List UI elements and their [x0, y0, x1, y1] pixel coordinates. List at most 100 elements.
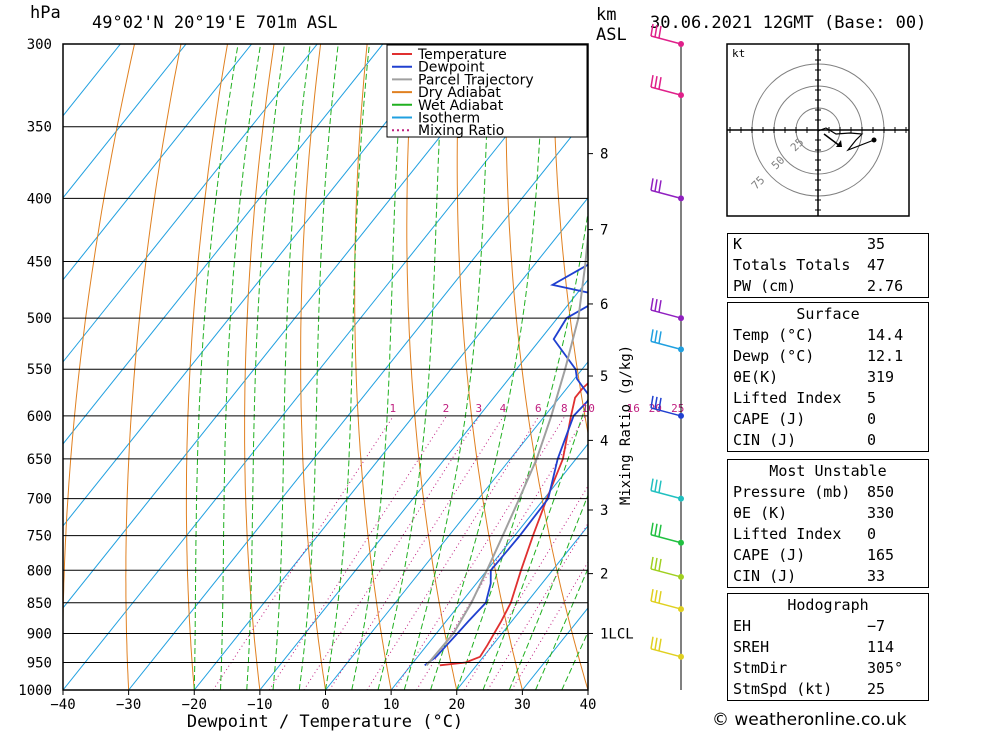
isotherm-line [390, 443, 588, 690]
dry-adiabat-line [456, 44, 523, 690]
row-value: −7 [867, 617, 886, 635]
row-value: 330 [867, 504, 895, 522]
table-row: Totals Totals 47 [728, 255, 928, 276]
wind-barb [650, 23, 684, 47]
row-value: 2.76 [867, 277, 904, 295]
x-tick-label: 0 [321, 697, 329, 713]
legend-label: Dry Adiabat [418, 85, 501, 101]
storm-motion-arrowhead [836, 140, 842, 147]
hodograph-table-title: Hodograph [787, 596, 869, 614]
km-tick-label: 3 [600, 503, 608, 519]
x-tick-label: 10 [383, 697, 400, 713]
table-row: Temp (°C) 14.4 [728, 325, 928, 346]
axes-layer: 1234681016202530035040045050055060065070… [18, 37, 684, 732]
parcel-trajectory-line [425, 225, 588, 666]
row-value: 850 [867, 483, 895, 501]
hpa-label: hPa [30, 3, 61, 23]
isotherm-line [63, 44, 318, 363]
pressure-tick-label: 950 [27, 655, 52, 671]
row-value: 165 [867, 546, 895, 564]
table-row: CAPE (J) 0 [728, 409, 928, 430]
row-value: 25 [867, 680, 886, 698]
pressure-tick-label: 850 [27, 596, 52, 612]
isotherm-line [63, 44, 581, 690]
indices-table: K 35 Totals Totals 47 PW (cm) 2.76 [727, 233, 929, 298]
dry-adiabat-line [125, 44, 182, 690]
isotherm-line [456, 525, 588, 690]
row-label: θE(K) [733, 368, 779, 386]
x-tick-label: −40 [50, 697, 75, 713]
wind-barb [650, 178, 684, 202]
mixing-ratio-label: 2 [443, 402, 450, 415]
table-row: CIN (J) 33 [728, 566, 928, 587]
row-value: 0 [867, 410, 877, 428]
pressure-tick-label: 300 [27, 37, 52, 53]
mixing-ratio-line [463, 485, 588, 690]
row-value: 319 [867, 368, 895, 386]
table-row: StmSpd (kt) 25 [728, 679, 928, 700]
location-title: 49°02'N 20°19'E 701m ASL [92, 13, 338, 33]
row-label: PW (cm) [733, 277, 797, 295]
wet-adiabat-line [298, 44, 339, 690]
hodograph-unit: kt [732, 47, 745, 60]
legend-label: Temperature [417, 47, 507, 63]
km-label: km [596, 5, 616, 25]
mixing-ratio-line [394, 415, 566, 690]
pressure-tick-label: 800 [27, 563, 52, 579]
legend-label: Dewpoint [418, 60, 485, 76]
wet-adiabat-line [193, 44, 239, 690]
pressure-tick-label: 900 [27, 626, 52, 642]
mixing-ratio-line [329, 415, 505, 690]
mixing-ratio-label: 3 [476, 402, 483, 415]
legend-label: Wet Adiabat [418, 98, 504, 114]
table-row: K 35 [728, 234, 928, 255]
wet-adiabat-line [220, 44, 262, 690]
wet-adiabat-line [456, 209, 588, 690]
km-tick-label: 1LCL [600, 626, 634, 642]
dry-adiabat-line [925, 44, 1000, 690]
mixing-ratio-line [212, 415, 394, 690]
row-label: StmDir [733, 659, 788, 677]
x-tick-label: −20 [182, 697, 207, 713]
wind-barb [650, 636, 684, 660]
wind-barb [650, 329, 684, 353]
datetime-title: 30.06.2021 12GMT (Base: 00) [650, 13, 926, 33]
row-label: Totals Totals [733, 256, 851, 274]
isotherm-line [128, 114, 588, 690]
legend-label: Parcel Trajectory [418, 72, 534, 88]
mixing-ratio-line [268, 415, 448, 690]
row-value: 0 [867, 431, 877, 449]
isotherm-line [63, 44, 121, 117]
most-unstable-table: Most Unstable Pressure (mb) 850 θE (K) 330 Li… [727, 459, 929, 588]
wind-barb [650, 75, 684, 99]
table-row: EH −7 [728, 616, 928, 637]
wind-barb [650, 478, 684, 502]
table-row: Dewp (°C) 12.1 [728, 346, 928, 367]
x-tick-label: −10 [247, 697, 272, 713]
mixing-ratio-line [303, 415, 480, 690]
table-row: CAPE (J) 165 [728, 545, 928, 566]
row-label: Pressure (mb) [733, 483, 851, 501]
surface-table: Surface Temp (°C) 14.4 Dewp (°C) 12.1 θE(K) 31… [727, 302, 929, 452]
x-tick-label: 20 [448, 697, 465, 713]
wet-adiabat-line [325, 44, 370, 690]
dry-adiabat-line [406, 44, 458, 690]
isotherm-line [325, 361, 588, 690]
pressure-tick-label: 650 [27, 452, 52, 468]
wind-barb [650, 297, 684, 322]
isotherm-line [63, 44, 449, 527]
row-value: 47 [867, 256, 886, 274]
km-tick-label: 6 [600, 297, 608, 313]
dry-adiabat-line [63, 44, 135, 690]
table-row: Lifted Index 0 [728, 524, 928, 545]
mixing-ratio-label: 6 [535, 402, 542, 415]
table-row: θE(K) 319 [728, 367, 928, 388]
wind-barb [650, 522, 684, 546]
hodograph-trace [817, 127, 875, 152]
dry-adiabat-line [185, 44, 228, 690]
legend-box [386, 44, 588, 138]
row-value: 114 [867, 638, 895, 656]
